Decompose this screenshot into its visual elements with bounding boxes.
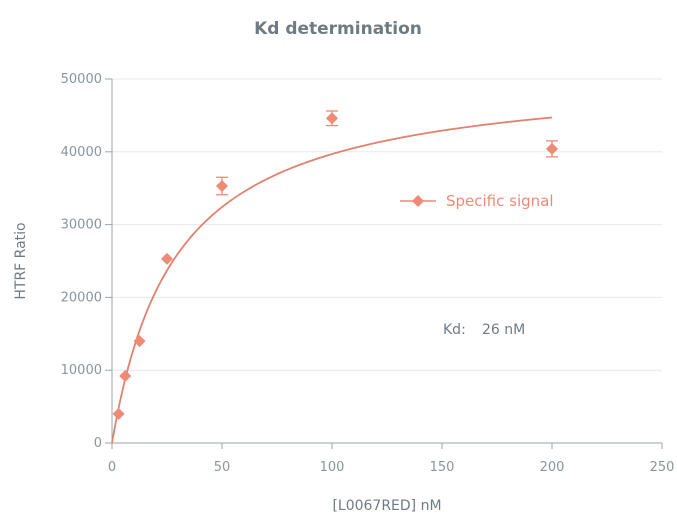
data-point: [133, 335, 146, 348]
fit-curve: [111, 116, 553, 444]
legend: Specific signal: [400, 192, 554, 210]
grid-lines: [112, 78, 662, 371]
legend-label: Specific signal: [446, 192, 554, 210]
data-point: [546, 142, 558, 155]
x-tick-label: 50: [214, 460, 231, 475]
y-axis-label: HTRF Ratio: [13, 222, 29, 299]
y-tick-label: 30000: [61, 218, 102, 233]
data-point: [326, 112, 338, 125]
kd-annotation-value: 26 nM: [482, 322, 525, 338]
data-points: [112, 110, 558, 420]
x-tick-labels: 0 50 100 150 200 250: [108, 460, 675, 475]
x-tick-label: 150: [430, 460, 455, 475]
x-tick-label: 200: [540, 460, 565, 475]
axes: [105, 78, 663, 449]
y-tick-label: 0: [94, 436, 102, 451]
y-tick-label: 20000: [61, 290, 102, 305]
data-point: [119, 370, 132, 383]
y-tick-label: 40000: [61, 145, 102, 160]
x-axis-label: [L0067RED] nM: [332, 498, 441, 514]
data-point: [112, 407, 125, 420]
y-tick-labels: 0 10000 20000 30000 40000 50000: [61, 72, 102, 451]
y-tick-label: 10000: [61, 363, 102, 378]
x-tick-label: 250: [650, 460, 675, 475]
kd-annotation-label: Kd:: [443, 322, 466, 338]
x-tick-label: 100: [320, 460, 345, 475]
fit-curve-path: [111, 116, 553, 444]
legend-marker-diamond: [412, 195, 424, 207]
y-tick-label: 50000: [61, 72, 102, 87]
chart-title: Kd determination: [254, 19, 422, 39]
data-point: [161, 252, 173, 265]
x-tick-label: 0: [108, 460, 116, 475]
data-point: [216, 180, 228, 193]
